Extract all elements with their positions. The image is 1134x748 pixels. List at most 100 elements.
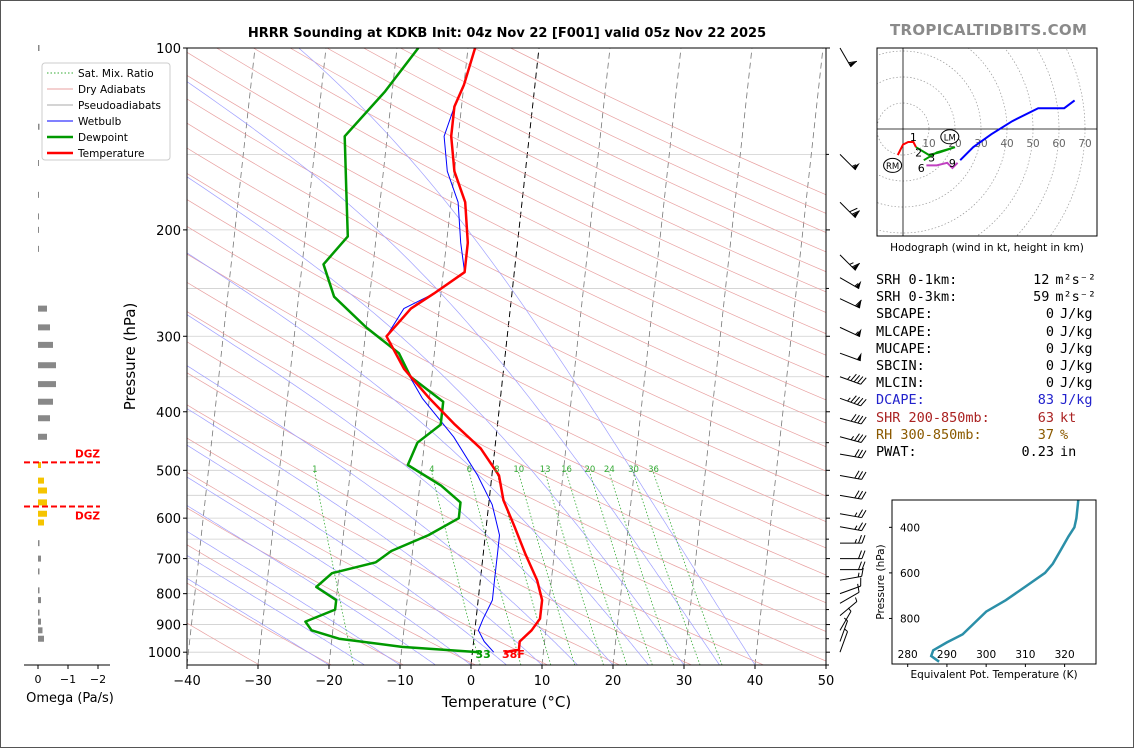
stat-unit: m²s⁻² [1055, 289, 1096, 306]
wind-barb [839, 352, 862, 362]
omega-bar [38, 191, 39, 198]
stat-row: SRH 0-1km: 12 m²s⁻² [876, 272, 1096, 289]
wind-barb [839, 373, 867, 385]
isotherm-line [683, 48, 753, 665]
barb-staff [839, 620, 848, 642]
omega-tick-label: −2 [90, 673, 106, 686]
barb-staff [839, 352, 861, 362]
omega-bar [38, 305, 47, 312]
stat-value: 63 [1037, 409, 1054, 426]
barb-half [847, 397, 851, 402]
omega-bar [38, 213, 39, 220]
wind-barb [839, 298, 862, 309]
barb-full [861, 522, 867, 531]
omega-tick-label: 0 [35, 673, 42, 686]
y-tick-label: 800 [156, 588, 181, 603]
barb-full [860, 399, 867, 407]
mixing-ratio-label: 16 [561, 465, 572, 475]
theta-x-tick-label: 310 [1015, 649, 1035, 661]
surface-temperature-label: 38F [502, 648, 525, 661]
dewpoint-line [304, 48, 480, 654]
barb-full [858, 550, 862, 559]
isotherm-line [187, 48, 256, 665]
stat-row: SRH 0-3km: 59 m²s⁻² [876, 289, 1096, 306]
hodo-ring-label: 50 [1026, 138, 1039, 150]
barb-staff [839, 611, 852, 631]
barb-full [860, 577, 862, 587]
stat-label: PWAT: [876, 444, 917, 461]
pseudoadiabat [187, 408, 543, 665]
x-tick-label: 30 [676, 674, 693, 689]
stat-unit: J/kg [1060, 392, 1093, 409]
barb-half [854, 597, 858, 602]
stat-row: SBCAPE: 0 J/kg [876, 306, 1096, 323]
wind-barb [839, 433, 867, 443]
dry-adiabat [289, 48, 826, 313]
stat-label: SRH 0-3km: [876, 289, 958, 306]
wind-barb [840, 550, 866, 560]
omega-bar [38, 245, 39, 252]
barb-flag [849, 61, 857, 68]
hodo-ring-label: 40 [1000, 138, 1013, 150]
dry-adiabat [187, 404, 692, 665]
legend-label: Dry Adiabats [78, 84, 146, 96]
wind-barb [839, 583, 860, 604]
omega-bar [38, 45, 40, 51]
y-tick-label: 100 [156, 42, 181, 57]
dgz-label: DGZ [75, 448, 100, 460]
wind-barb [839, 607, 852, 631]
x-tick-label: −10 [386, 674, 413, 689]
dry-adiabat [187, 311, 826, 632]
x-tick-label: 40 [747, 674, 764, 689]
barb-full [860, 416, 867, 425]
barb-full [855, 299, 862, 307]
dry-adiabat [187, 122, 826, 448]
legend: Sat. Mix. Ratio Dry Adiabats Pseudoadiabat… [41, 62, 171, 161]
barb-full [857, 490, 863, 499]
legend-label: Dewpoint [78, 132, 128, 144]
barb-full [854, 414, 860, 423]
hodo-frame [876, 47, 1098, 237]
omega-axis-label: Omega (Pa/s) [26, 691, 114, 706]
temperature-line [385, 48, 544, 654]
theta-x-label: Equivalent Pot. Temperature (K) [910, 669, 1077, 681]
mixing-ratio-label: 13 [540, 465, 551, 475]
barb-full [849, 207, 858, 213]
omega-bar [38, 635, 44, 642]
hodo-height-label: 6 [918, 162, 925, 175]
barb-flag [852, 210, 860, 218]
theta-e-panel: 280 290 300 310 320 400 600 800 Equivalent Pot. … [875, 499, 1097, 681]
mixing-ratio-line [517, 470, 576, 665]
stat-label: SHR 200-850mb: [876, 409, 990, 426]
x-tick-label: −30 [244, 674, 271, 689]
barb-staff [839, 326, 861, 338]
barb-half [854, 283, 859, 287]
chart-title: HRRR Sounding at KDKB Init: 04z Nov 22 [… [247, 26, 767, 41]
omega-bar [38, 510, 47, 517]
barb-half [847, 607, 852, 612]
mixing-ratio-line [588, 470, 653, 665]
barb-flag [852, 162, 860, 170]
mixing-ratio-label: 1 [312, 465, 317, 475]
omega-bar [38, 568, 40, 575]
stat-label: RH 300-850mb: [876, 426, 982, 443]
hodo-trace [959, 99, 1076, 161]
stat-value: 0 [1045, 323, 1054, 340]
theta-y-tick-label: 600 [900, 568, 920, 580]
barb-flag [856, 352, 862, 361]
omega-bar [38, 540, 40, 547]
hodo-ring-label: 30 [974, 138, 987, 150]
wind-barb [839, 470, 867, 480]
isotherm-line [612, 48, 682, 665]
barb-full [861, 561, 866, 570]
stat-row: MUCAPE: 0 J/kg [876, 341, 1096, 358]
omega-panel: DGZ DGZ 0 −1 −2 Omega (Pa/s) [24, 45, 114, 706]
mixing-ratio-label: 8 [494, 465, 499, 475]
barb-full [854, 433, 860, 441]
barb-flag [852, 263, 860, 271]
omega-bar [38, 123, 40, 130]
barb-staff [839, 591, 860, 604]
stat-row: SHR 200-850mb: 63 kt [876, 410, 1096, 427]
dry-adiabat [187, 75, 826, 401]
